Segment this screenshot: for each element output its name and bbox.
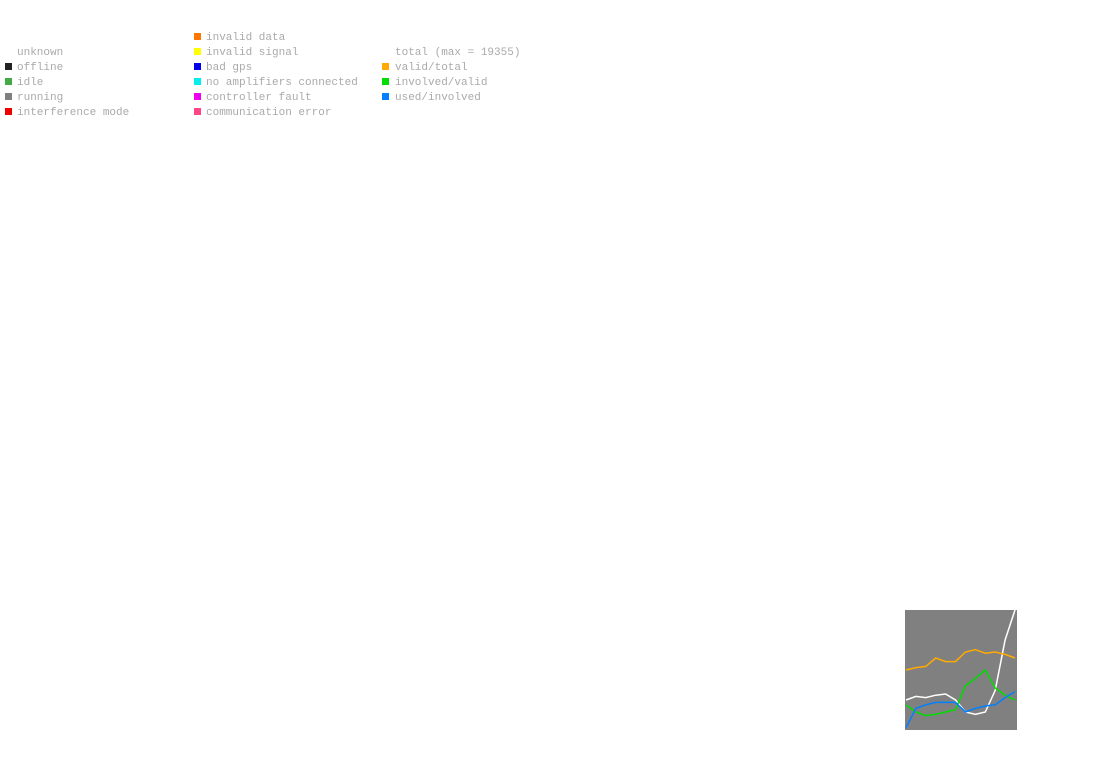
legend-label: total (max = 19355) <box>395 47 520 59</box>
series-line <box>905 609 1016 716</box>
legend-label: communication error <box>206 107 331 119</box>
legend-label: bad gps <box>206 62 252 74</box>
legend-label: no amplifiers connected <box>206 77 358 89</box>
legend-swatch <box>194 108 201 115</box>
legend-swatch <box>194 78 201 85</box>
legend-label: controller fault <box>206 92 312 104</box>
legend-label: used/involved <box>395 92 481 104</box>
legend-swatch <box>382 78 389 85</box>
legend-label: invalid signal <box>206 47 298 59</box>
legend-swatch <box>382 63 389 70</box>
series-line <box>905 690 1016 728</box>
legend-swatch <box>5 78 12 85</box>
legend-swatch <box>194 33 201 40</box>
legend-swatch <box>382 93 389 100</box>
legend-swatch <box>5 108 12 115</box>
legend-label: unknown <box>17 47 63 59</box>
legend-label: valid/total <box>395 62 468 74</box>
legend-label: idle <box>17 77 43 89</box>
legend-label: interference mode <box>17 107 129 119</box>
series-line <box>905 668 1016 717</box>
legend-label: offline <box>17 62 63 74</box>
legend-swatch <box>194 48 201 55</box>
series-line <box>905 648 1016 671</box>
legend-swatch <box>194 93 201 100</box>
legend-swatch <box>194 63 201 70</box>
chart-background <box>905 610 1017 730</box>
legend-swatch <box>5 63 12 70</box>
legend-label: involved/valid <box>395 77 487 89</box>
legend-label: invalid data <box>206 32 286 44</box>
legend-swatch <box>5 93 12 100</box>
legend-label: running <box>17 92 63 104</box>
